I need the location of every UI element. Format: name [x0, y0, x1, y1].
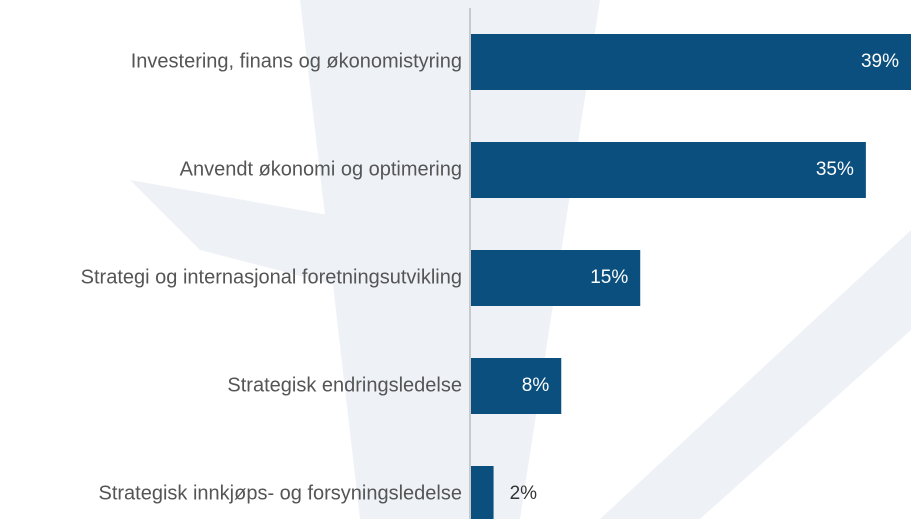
category-label: Strategisk endringsledelse — [227, 374, 462, 396]
value-label: 8% — [522, 375, 550, 396]
bar — [471, 250, 641, 306]
category-label: Strategi og internasjonal foretningsutvi… — [81, 266, 462, 288]
watermark-band — [130, 180, 470, 320]
category-label: Investering, finans og økonomistyring — [131, 50, 462, 72]
watermark-band — [600, 230, 911, 519]
bar — [471, 466, 494, 519]
bar — [471, 142, 866, 198]
category-label: Anvendt økonomi og optimering — [180, 158, 462, 180]
value-label: 35% — [816, 159, 854, 180]
value-label: 39% — [861, 51, 899, 72]
value-label: 15% — [590, 267, 628, 288]
value-label: 2% — [510, 483, 538, 504]
bar — [471, 358, 562, 414]
category-label: Strategisk innkjøps- og forsyningsledels… — [98, 482, 462, 504]
bar — [471, 34, 911, 90]
